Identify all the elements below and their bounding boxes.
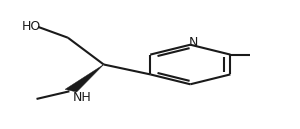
- Text: NH: NH: [72, 91, 91, 104]
- Text: HO: HO: [22, 20, 41, 33]
- Polygon shape: [65, 64, 104, 92]
- Text: N: N: [189, 36, 198, 49]
